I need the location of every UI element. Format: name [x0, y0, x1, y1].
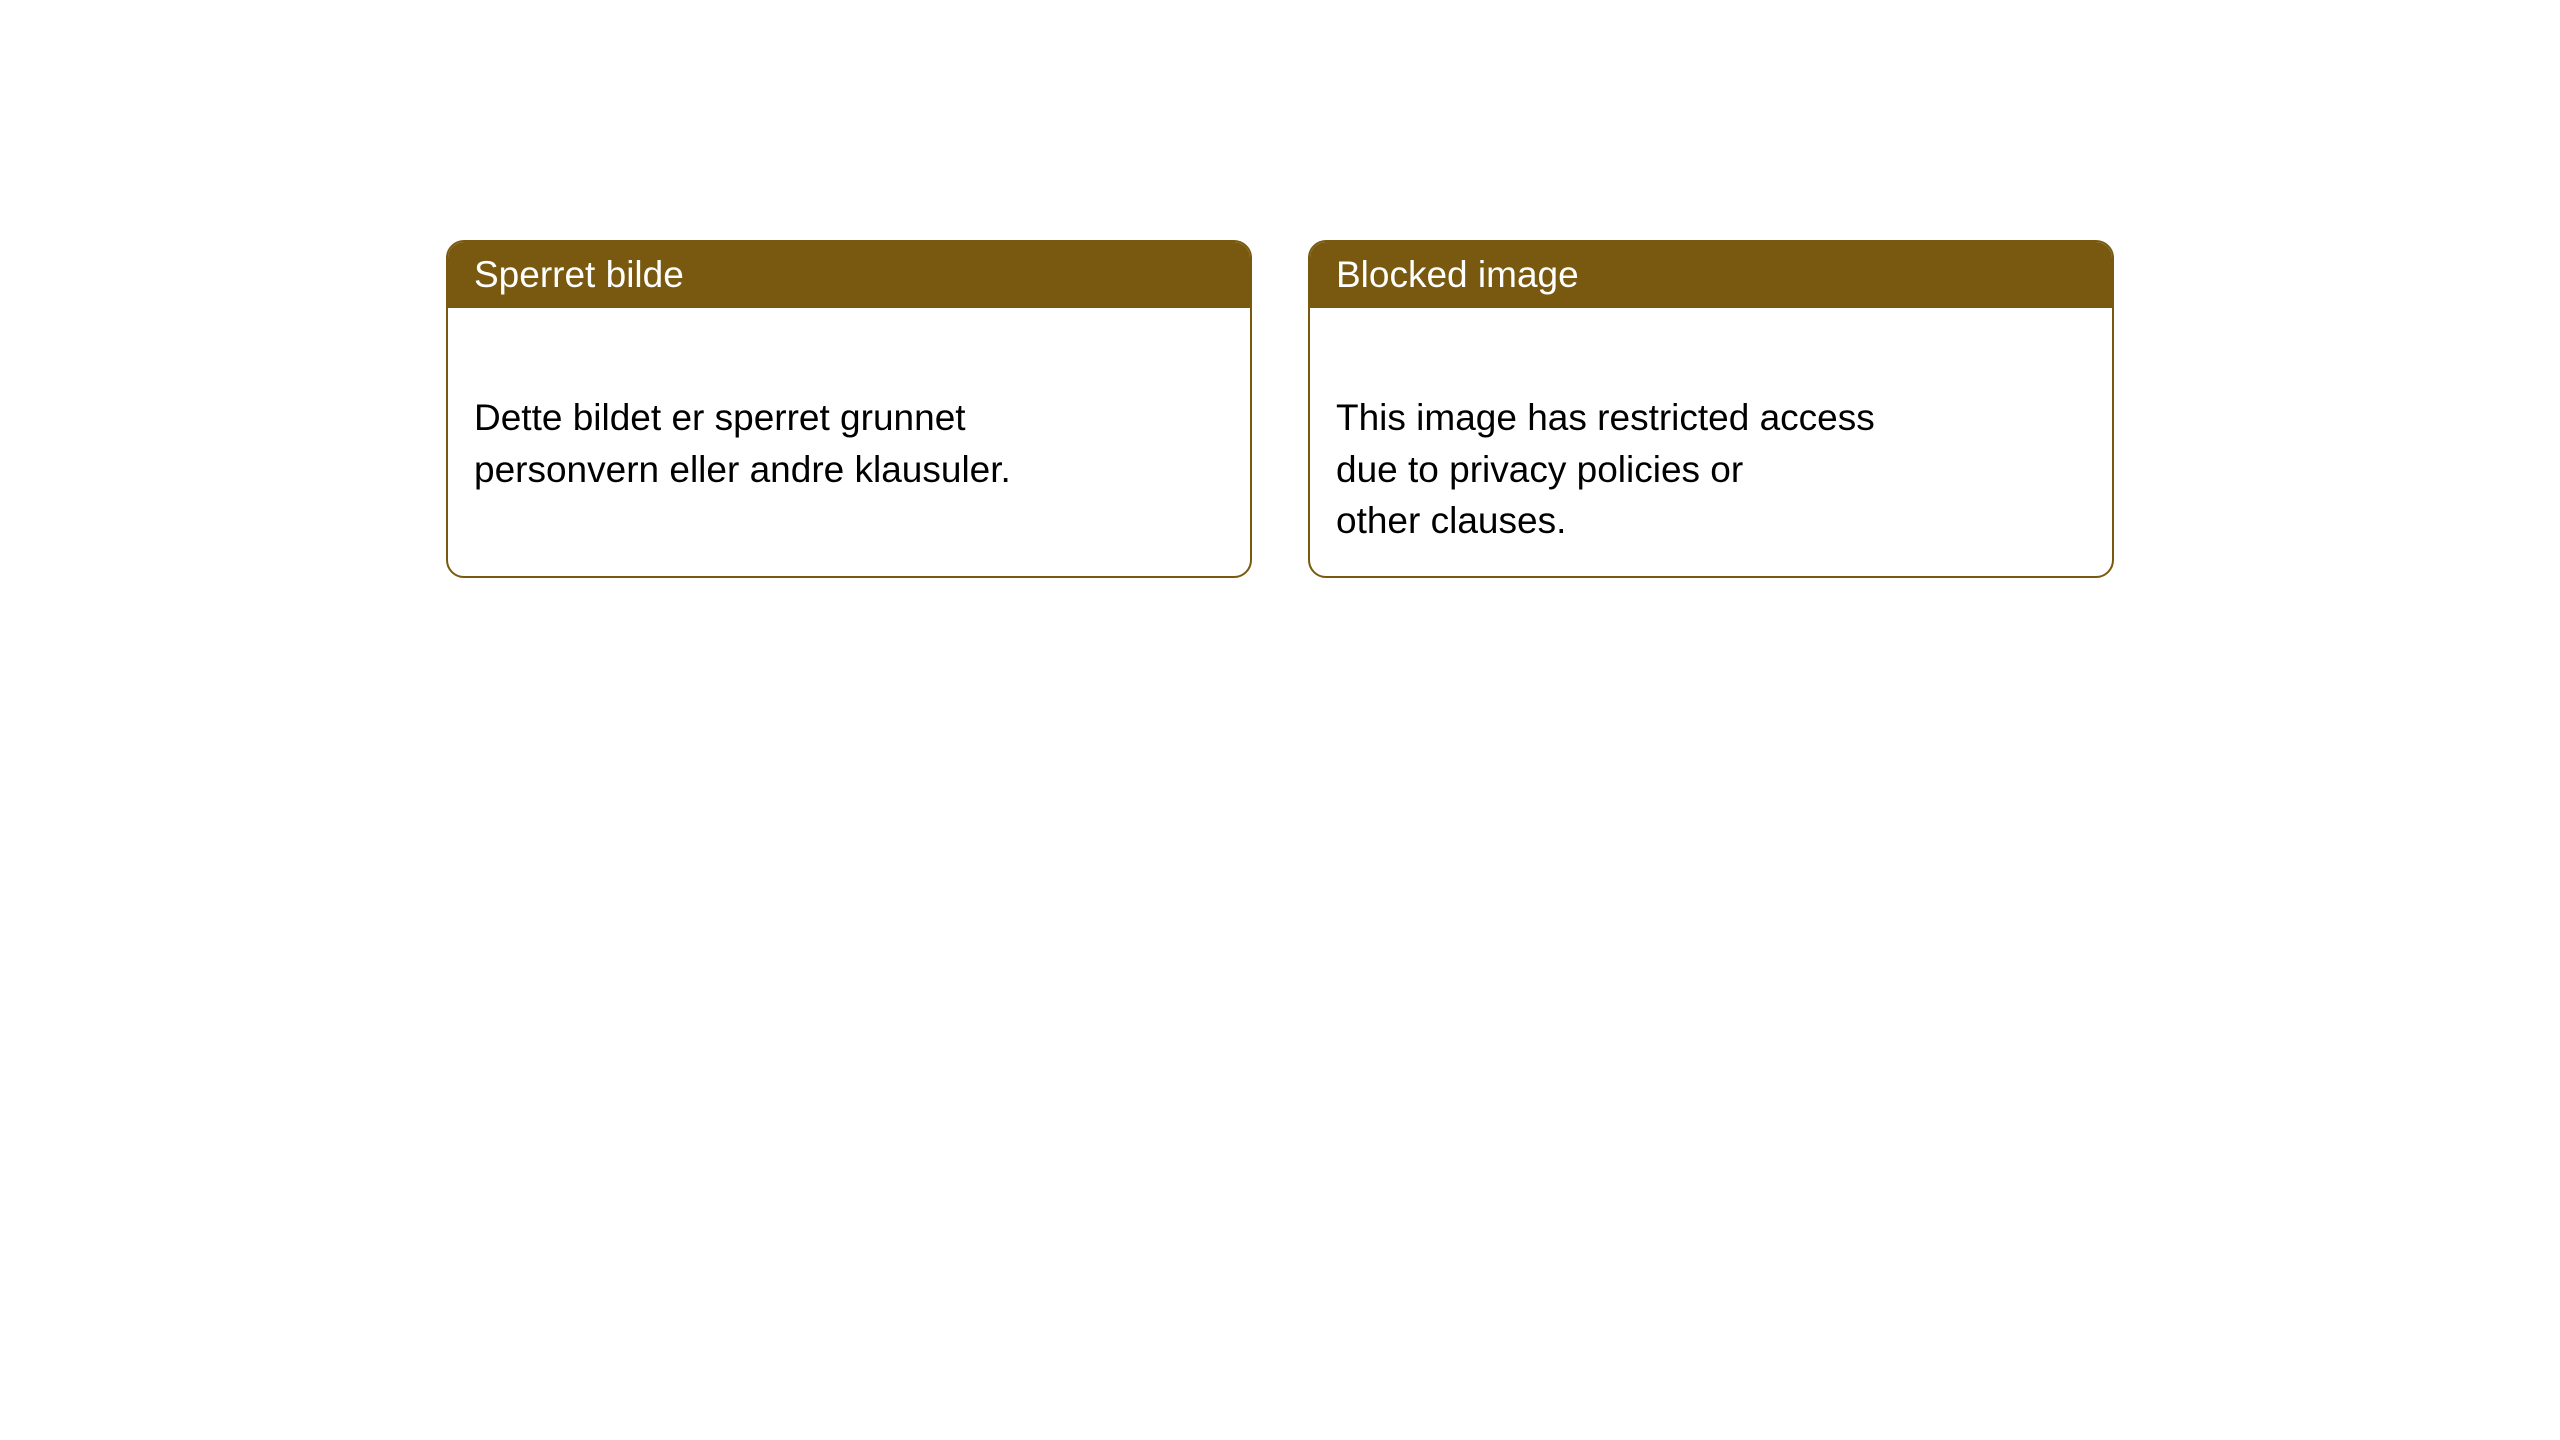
card-title: Blocked image [1336, 254, 1579, 295]
card-body: Dette bildet er sperret grunnet personve… [448, 308, 1250, 576]
card-title: Sperret bilde [474, 254, 684, 295]
cards-container: Sperret bilde Dette bildet er sperret gr… [0, 0, 2560, 578]
card-message: This image has restricted access due to … [1336, 397, 1875, 542]
card-header: Blocked image [1310, 242, 2112, 308]
card-message: Dette bildet er sperret grunnet personve… [474, 397, 1011, 490]
card-body: This image has restricted access due to … [1310, 308, 2112, 578]
blocked-image-card-no: Sperret bilde Dette bildet er sperret gr… [446, 240, 1252, 578]
card-header: Sperret bilde [448, 242, 1250, 308]
blocked-image-card-en: Blocked image This image has restricted … [1308, 240, 2114, 578]
